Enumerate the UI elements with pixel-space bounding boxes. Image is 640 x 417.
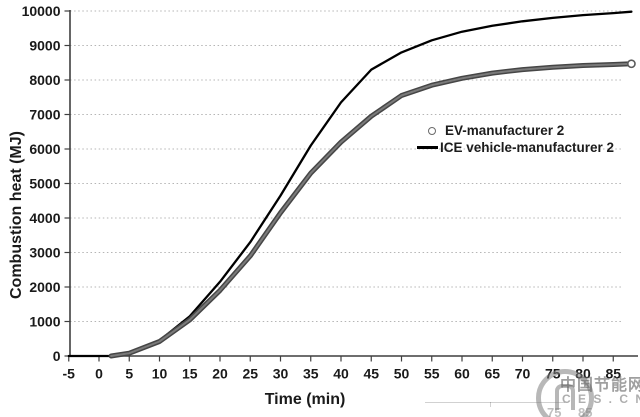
x-tick-label: 25	[242, 366, 258, 382]
x-axis-title: Time (min)	[264, 391, 346, 408]
y-tick-label: 4000	[29, 210, 60, 226]
ice-series-marker-icon	[417, 146, 438, 149]
y-tick-label: 9000	[29, 38, 60, 54]
y-axis-title: Combustion heat (MJ)	[8, 131, 25, 299]
x-tick-label: 75	[545, 366, 561, 382]
legend-item-ev: EV-manufacturer 2	[404, 122, 614, 139]
y-tick-label: 3000	[29, 245, 60, 261]
legend-label-ice: ICE vehicle-manufacturer 2	[440, 140, 615, 155]
x-tick-label: 45	[363, 366, 379, 382]
x-tick-label: 15	[182, 366, 198, 382]
ev-end-marker-icon	[627, 59, 636, 69]
ev-series-marker-icon	[428, 126, 436, 135]
x-tick-label: 60	[454, 366, 470, 382]
x-tick-label: 40	[333, 366, 349, 382]
x-tick-label: 70	[515, 366, 531, 382]
legend: EV-manufacturer 2 ICE vehicle-manufactur…	[404, 122, 614, 156]
legend-item-ice: ICE vehicle-manufacturer 2	[404, 139, 614, 156]
x-tick-label: -5	[63, 366, 76, 382]
ev-series-line	[108, 61, 634, 359]
x-tick-label: 0	[95, 366, 103, 382]
legend-label-ev: EV-manufacturer 2	[445, 123, 565, 138]
x-tick-label: 5	[125, 366, 133, 382]
y-tick-label: 1000	[29, 314, 60, 330]
y-tick-label: 6000	[29, 141, 60, 157]
y-tick-label: 5000	[29, 176, 60, 192]
x-tick-label: 10	[152, 366, 168, 382]
ev-series-line-core	[110, 62, 633, 357]
x-tick-label: 50	[394, 366, 410, 382]
y-tick-label: 10000	[22, 3, 61, 19]
x-tick-label: 85	[605, 366, 621, 382]
x-tick-label: 55	[424, 366, 440, 382]
y-tick-label: 0	[53, 348, 61, 364]
x-tick-label: 65	[484, 366, 500, 382]
x-tick-label: 30	[273, 366, 289, 382]
x-tick-label: 35	[303, 366, 319, 382]
y-tick-label: 2000	[29, 279, 60, 295]
x-tick-label: 20	[212, 366, 228, 382]
x-tick-label: 80	[575, 366, 591, 382]
y-tick-label: 8000	[29, 72, 60, 88]
y-tick-label: 7000	[29, 107, 60, 123]
